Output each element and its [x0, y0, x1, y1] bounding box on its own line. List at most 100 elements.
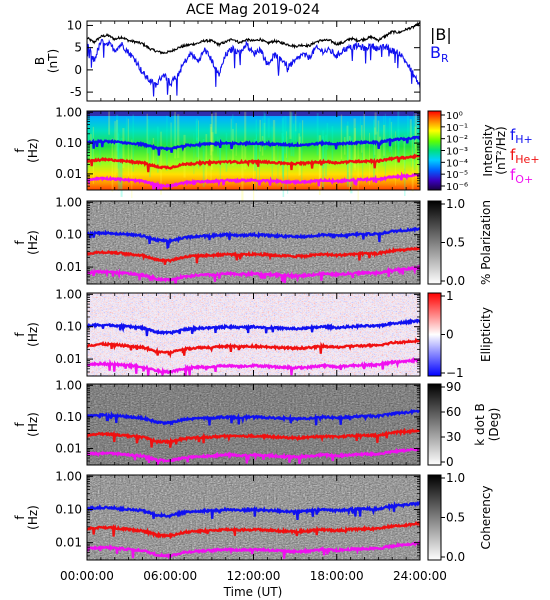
spectrogram-streak — [183, 134, 186, 178]
spectrogram-streak — [292, 123, 295, 157]
colorbar-tick-label: 10⁻³ — [446, 147, 468, 158]
panel-b-background — [87, 21, 420, 101]
y-axis-label-line: f — [13, 148, 27, 153]
series-line-b-magnitude — [86, 21, 421, 55]
gyrofrequency-line-heplus — [87, 246, 420, 265]
spectrogram-streak — [403, 137, 406, 169]
spectrogram-streak — [282, 116, 285, 180]
colorbar-label: Intensity(nT²/Hz) — [481, 124, 508, 176]
spectrogram-streak — [193, 132, 195, 175]
colorbar-polarization — [427, 200, 442, 285]
spectrogram-streak — [294, 120, 297, 142]
legend-gyrofrequency-subscript: H+ — [515, 133, 533, 146]
colorbar-label: % Polarization — [479, 200, 493, 285]
colorbar-label-line: (Deg) — [487, 408, 501, 442]
y-axis-label-line: (Hz) — [26, 138, 40, 163]
gyrofrequency-lines — [87, 135, 420, 190]
spectrogram-streak — [160, 131, 162, 195]
gyrofrequency-line-heplus — [87, 153, 420, 173]
spectrogram-streak — [225, 132, 228, 172]
spectrogram-streak — [324, 134, 327, 177]
spectrogram-streak — [127, 118, 129, 176]
spectrogram-streak — [230, 118, 232, 151]
y-axis-label-line: (Hz) — [26, 322, 40, 347]
y-axis-label: f(Hz) — [13, 322, 40, 347]
colorbar-tick-label: −1 — [446, 366, 464, 380]
colorbar-tick-label: 0 — [446, 455, 454, 469]
spectrogram-streak — [298, 136, 301, 175]
y-tick-label: 5 — [74, 41, 82, 55]
spectrogram-streak — [196, 137, 199, 158]
colorbar-tick-label: 10⁰ — [446, 111, 463, 122]
spectrogram-streak — [416, 113, 418, 171]
gyrofrequency-line-hplus — [87, 318, 420, 337]
y-tick-label: 0.01 — [55, 167, 82, 181]
spectrogram-streak — [241, 141, 244, 202]
y-tick-label: 0 — [74, 63, 82, 77]
y-tick-label: 0.10 — [55, 136, 82, 150]
legend-gyrofrequency-subscript: O+ — [515, 173, 533, 186]
gyrofrequency-line-heplus — [87, 427, 420, 448]
spectrogram-streak — [117, 137, 119, 169]
legend-gyrofrequency-subscript: He+ — [515, 153, 539, 166]
spectrogram-streak — [404, 134, 406, 196]
y-tick-label: 0.01 — [55, 260, 82, 274]
spectrogram-streak — [262, 118, 264, 139]
spectrogram-streak — [384, 113, 386, 176]
spectrogram-streak — [407, 115, 409, 142]
legend-gyrofrequency-base: f — [510, 166, 516, 184]
colorbar-label: Coherency — [479, 485, 493, 549]
panel-polarization: 1.00 0.10 0.01 f(Hz) 1.0 0.5 0.0 % Polarization — [13, 195, 493, 288]
y-axis-label-line: (nT) — [46, 49, 60, 73]
spectrogram-streak — [414, 113, 417, 157]
y-tick-label: 0.10 — [55, 410, 82, 424]
spectrogram-streak — [360, 116, 362, 136]
colorbar-intensity — [427, 110, 442, 191]
gyrofrequency-line-heplus — [87, 337, 420, 359]
y-tick-label: 1.00 — [55, 469, 82, 483]
spectrogram-streak — [92, 126, 95, 184]
panel-coherency: 1.00 0.10 0.01 f(Hz) 1.0 0.5 0.0 Coherency — [13, 469, 493, 564]
legend-gyrofrequency-base: f — [510, 126, 516, 144]
spectrogram-streak — [120, 138, 123, 197]
spectrogram-streak — [146, 113, 148, 166]
spectrogram-streak — [198, 130, 200, 169]
x-tick-label: 24:00:00 — [393, 569, 447, 583]
spectrogram-streak — [340, 114, 343, 160]
gyrofrequency-line-hplus — [87, 135, 420, 156]
spectrogram-streak — [376, 131, 378, 184]
y-axis-label-line: (Hz) — [26, 505, 40, 530]
spectrogram-streak — [284, 116, 287, 154]
colorbar-tick-label: 10⁻⁶ — [446, 182, 468, 193]
y-axis-label: f(Hz) — [13, 230, 40, 255]
spectrogram-intensity — [87, 111, 420, 190]
spectrogram-streak — [410, 125, 412, 167]
y-tick-label: 0.01 — [55, 352, 82, 366]
gyrofrequency-line-hplus — [87, 500, 420, 520]
colorbar-ellipticity — [427, 292, 442, 377]
y-axis-label-line: f — [13, 240, 27, 245]
spectrogram-streak — [166, 115, 168, 171]
spectrogram-streak — [198, 120, 200, 163]
legend-b-radial-subscript: R — [441, 52, 449, 65]
spectrogram-streak — [253, 138, 256, 171]
colorbar-tick-label: 1.0 — [446, 197, 465, 211]
spectrogram-streak — [362, 141, 364, 164]
colorbar-tick-label: 10⁻⁴ — [446, 158, 468, 169]
colorbar-tick-label: 10⁻¹ — [446, 123, 468, 134]
spectrogram-streak — [295, 112, 297, 132]
spectrogram-streak — [209, 124, 212, 156]
x-tick-label: 18:00:00 — [310, 569, 364, 583]
spectrogram-streak — [152, 137, 155, 168]
legend-gyrofrequency-base: f — [510, 146, 516, 164]
y-tick-label: 0.10 — [55, 228, 82, 242]
spectrogram-streak — [131, 139, 133, 199]
spectrogram-kdotb-shade — [87, 384, 420, 465]
spectrogram-streak — [350, 137, 353, 194]
y-tick-label: 1.00 — [55, 378, 82, 392]
colorbar-tick-label: 0 — [446, 328, 454, 342]
spectrogram-streak — [89, 134, 92, 166]
spectrogram-streak — [362, 138, 364, 181]
gyrofrequency-line-hplus — [87, 226, 420, 250]
colorbar-tick-label: 0.5 — [446, 511, 465, 525]
